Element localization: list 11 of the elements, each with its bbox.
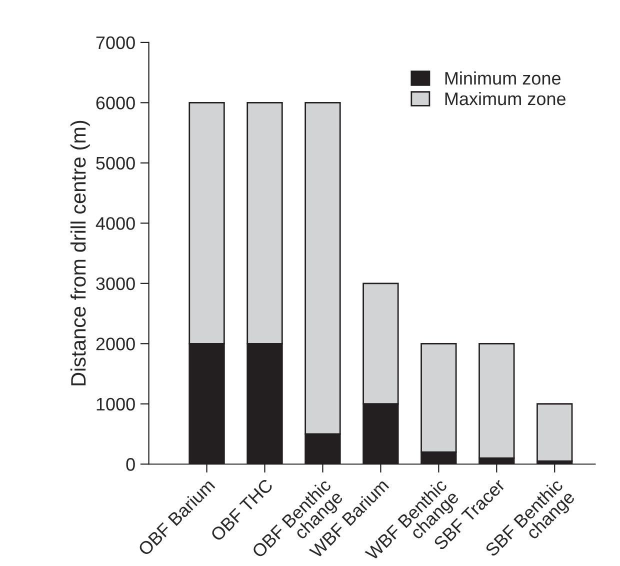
y-tick-label: 0 bbox=[126, 458, 135, 471]
legend-label: Maximum zone bbox=[445, 92, 566, 106]
legend-label: Minimum zone bbox=[445, 71, 560, 85]
y-tick-label: 1000 bbox=[96, 398, 135, 411]
y-tick-label: 5000 bbox=[96, 156, 135, 170]
y-tick-label: 6000 bbox=[96, 96, 135, 110]
y-tick-label: 4000 bbox=[96, 217, 135, 230]
y-tick-label: 3000 bbox=[96, 277, 135, 290]
y-tick-label: 2000 bbox=[96, 338, 135, 350]
y-tick-label: 7000 bbox=[96, 36, 135, 50]
y-axis-title: Distance from drill centre (m) bbox=[70, 120, 90, 386]
